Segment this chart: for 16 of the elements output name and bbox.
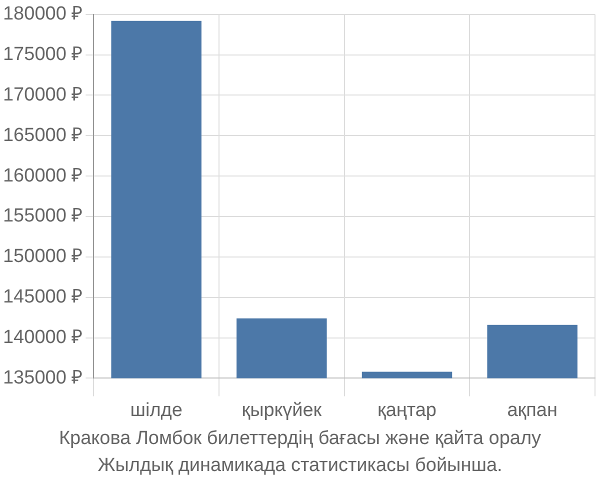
y-tick-label: 160000 ₽ xyxy=(2,165,83,186)
y-tick-label: 170000 ₽ xyxy=(2,84,83,106)
y-tick-label: 145000 ₽ xyxy=(2,286,83,308)
y-tick-label: 135000 ₽ xyxy=(2,367,83,388)
x-tick-label: қыркүйек xyxy=(242,400,322,421)
text: Жылдық динамикада статистикасы бойынша. xyxy=(96,454,504,478)
y-tick-label: 165000 ₽ xyxy=(2,124,83,146)
y-tick-label: 175000 ₽ xyxy=(2,44,83,66)
x-tick-label: ақпан xyxy=(507,400,558,421)
text: Кракова Ломбок билеттердің бағасы және қайта оралу xyxy=(58,427,542,451)
y-tick-label: 150000 ₽ xyxy=(2,246,83,268)
x-tick-label: шілде xyxy=(130,400,182,421)
y-tick-label: 180000 ₽ xyxy=(2,4,83,25)
y-tick-label: 155000 ₽ xyxy=(2,206,83,227)
x-tick-label: қаңтар xyxy=(378,400,437,421)
y-tick-label: 140000 ₽ xyxy=(2,327,83,348)
